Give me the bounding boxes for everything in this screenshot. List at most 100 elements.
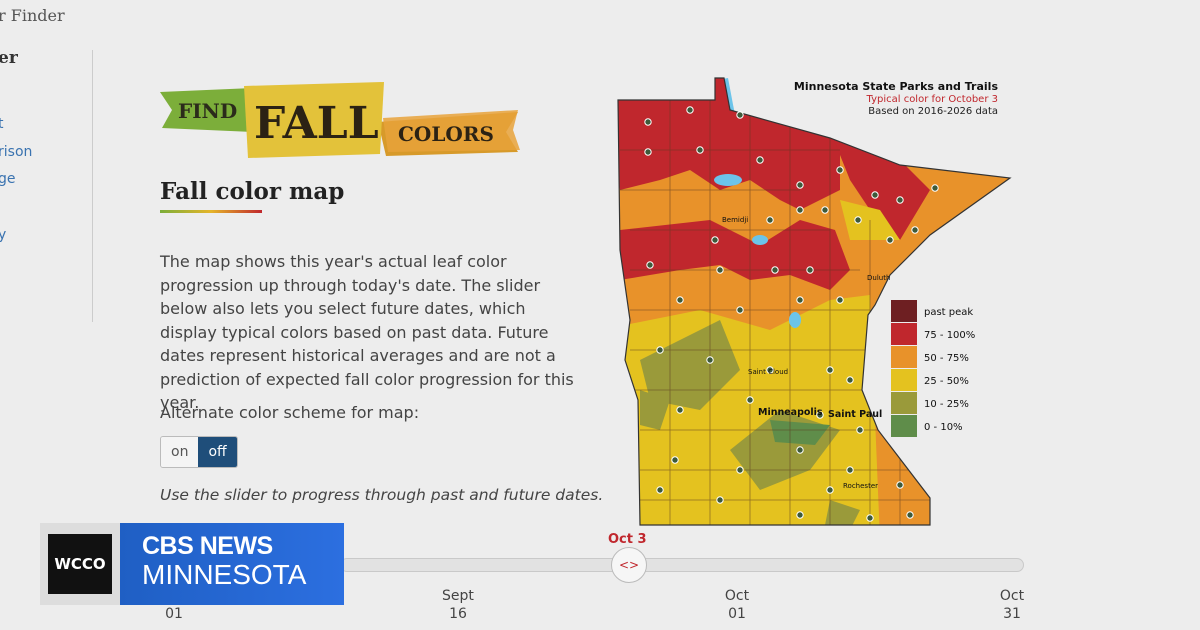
park-marker[interactable]	[766, 366, 774, 374]
news-logo: WCCO CBS NEWS MINNESOTA	[40, 523, 344, 605]
park-marker[interactable]	[826, 486, 834, 494]
park-marker[interactable]	[736, 306, 744, 314]
city-label: Saint Paul	[828, 409, 882, 420]
park-marker[interactable]	[826, 366, 834, 374]
legend-label: 50 - 75%	[924, 353, 969, 364]
site-title[interactable]: r Finder	[0, 6, 65, 25]
toggle-option[interactable]: off	[198, 437, 237, 467]
alt-scheme-toggle: on off	[160, 436, 238, 468]
park-marker[interactable]	[671, 456, 679, 464]
park-marker[interactable]	[866, 514, 874, 522]
legend-swatch	[891, 346, 917, 368]
slider-tick-line: 01	[728, 606, 746, 622]
city-label: Saint Cloud	[748, 368, 788, 376]
park-marker[interactable]	[856, 426, 864, 434]
map-title: Minnesota State Parks and Trails	[794, 80, 999, 93]
slider-tick: Oct 01	[707, 587, 767, 623]
slider-tick-line: 16	[449, 606, 467, 622]
map-legend: past peak 75 - 100% 50 - 75% 25 - 50% 10 - 2…	[891, 300, 975, 437]
banner-find: FIND	[178, 99, 237, 123]
park-marker[interactable]	[806, 266, 814, 274]
park-marker[interactable]	[696, 146, 704, 154]
park-marker[interactable]	[796, 206, 804, 214]
park-marker[interactable]	[736, 111, 744, 119]
city-label: Minneapolis	[758, 407, 823, 418]
map-subtitle: Typical color for October 3	[866, 94, 998, 105]
park-markers	[644, 106, 939, 522]
park-marker[interactable]	[796, 296, 804, 304]
slider-thumb[interactable]: <>	[611, 547, 647, 583]
park-marker[interactable]	[756, 156, 764, 164]
park-marker[interactable]	[644, 118, 652, 126]
park-marker[interactable]	[686, 106, 694, 114]
park-marker[interactable]	[931, 184, 939, 192]
slider-tick-line: 01	[165, 606, 183, 622]
park-marker[interactable]	[911, 226, 919, 234]
park-marker[interactable]	[716, 496, 724, 504]
park-marker[interactable]	[836, 296, 844, 304]
slider-current-date: Oct 3	[608, 532, 647, 547]
park-marker[interactable]	[836, 166, 844, 174]
park-marker[interactable]	[716, 266, 724, 274]
divider	[92, 50, 93, 322]
city-label: Rochester	[843, 482, 878, 490]
toggle-option[interactable]: on	[161, 437, 199, 467]
park-marker[interactable]	[676, 296, 684, 304]
alt-scheme-label: Alternate color scheme for map:	[160, 403, 420, 422]
park-marker[interactable]	[736, 466, 744, 474]
slider-track[interactable]	[340, 558, 1024, 572]
city-label: Duluth	[867, 274, 890, 282]
sidebar-link[interactable]: ge	[0, 171, 16, 187]
logo-station-box: WCCO	[40, 523, 120, 605]
slider-tick-line: Sept	[442, 588, 474, 604]
station-name: WCCO	[48, 534, 112, 594]
park-marker[interactable]	[796, 511, 804, 519]
logo-network-box: CBS NEWS MINNESOTA	[120, 523, 344, 605]
legend-label: 25 - 50%	[924, 376, 969, 387]
region-name: MINNESOTA	[142, 559, 307, 590]
slider-tick-line: Oct	[999, 588, 1025, 604]
park-marker[interactable]	[766, 216, 774, 224]
slider-tick: Oct 31	[982, 587, 1042, 623]
map: Bemidji Duluth Saint Cloud Minneapolis Saint…	[617, 77, 1012, 526]
legend-label: 75 - 100%	[924, 330, 975, 341]
slider-note: Use the slider to progress through past …	[160, 486, 604, 504]
park-marker[interactable]	[846, 376, 854, 384]
city-label: Bemidji	[722, 216, 748, 224]
park-marker[interactable]	[816, 411, 824, 419]
park-marker[interactable]	[854, 216, 862, 224]
park-marker[interactable]	[771, 266, 779, 274]
banner-colors: COLORS	[398, 122, 494, 146]
legend-swatch	[891, 415, 917, 437]
park-marker[interactable]	[886, 236, 894, 244]
park-marker[interactable]	[644, 148, 652, 156]
legend-swatch	[891, 369, 917, 391]
sidebar-link[interactable]: y	[0, 227, 7, 243]
legend-label: 10 - 25%	[924, 399, 969, 410]
park-marker[interactable]	[646, 261, 654, 269]
sidebar-link[interactable]: rison	[0, 144, 33, 160]
sidebar-link[interactable]: t	[0, 116, 4, 132]
park-marker[interactable]	[896, 196, 904, 204]
park-marker[interactable]	[796, 181, 804, 189]
park-marker[interactable]	[746, 396, 754, 404]
park-marker[interactable]	[871, 191, 879, 199]
park-marker[interactable]	[796, 446, 804, 454]
slider-tick-line: Oct	[724, 588, 750, 604]
park-marker[interactable]	[676, 406, 684, 414]
network-name: CBS NEWS	[142, 532, 273, 560]
legend-label: 0 - 10%	[924, 422, 963, 433]
park-marker[interactable]	[656, 486, 664, 494]
park-marker[interactable]	[906, 511, 914, 519]
park-marker[interactable]	[846, 466, 854, 474]
park-marker[interactable]	[706, 356, 714, 364]
park-marker[interactable]	[656, 346, 664, 354]
slider-tick: 01	[144, 605, 204, 623]
park-marker[interactable]	[821, 206, 829, 214]
park-marker[interactable]	[711, 236, 719, 244]
heading-underline	[160, 210, 262, 213]
park-marker[interactable]	[896, 481, 904, 489]
banner: FIND FALL COLORS	[160, 82, 520, 158]
legend-swatch	[891, 300, 917, 322]
